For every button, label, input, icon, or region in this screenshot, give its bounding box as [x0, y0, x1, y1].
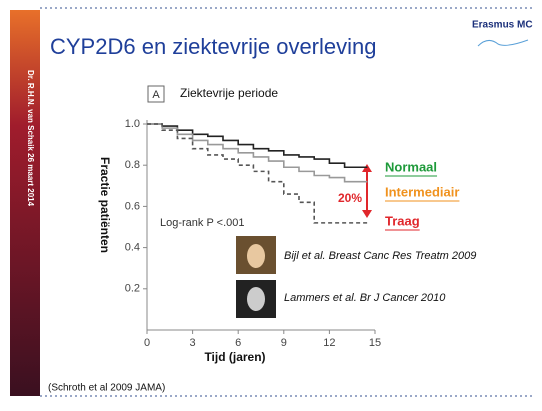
x-tick-label: 6: [235, 337, 241, 349]
x-tick-label: 0: [144, 337, 150, 349]
legend-label: Normaal: [385, 159, 437, 174]
y-tick-label: 0.2: [125, 283, 140, 295]
slide: Dr. R.H.N. van Schaik 26 maart 2014 CYP2…: [0, 0, 542, 406]
y-tick-label: 1.0: [125, 118, 140, 130]
background: [0, 0, 542, 406]
y-tick-label: 0.8: [125, 159, 140, 171]
page: Dr. R.H.N. van Schaik 26 maart 2014 CYP2…: [0, 0, 542, 411]
annotation-logrank: Log-rank P <.001: [160, 217, 245, 229]
x-tick-label: 3: [190, 337, 196, 349]
chart-title: Ziektevrije periode: [180, 86, 278, 100]
x-axis-label: Tijd (jaren): [204, 350, 265, 364]
slide-title: CYP2D6 en ziektevrije overleving: [50, 34, 377, 59]
annotation-percent: 20%: [338, 191, 362, 205]
legend-label: Intermediair: [385, 184, 459, 199]
y-axis-label: Fractie patiënten: [98, 157, 112, 253]
citation: Bijl et al. Breast Canc Res Treatm 2009: [284, 250, 476, 262]
logo: Erasmus MC: [472, 20, 533, 31]
footnote: (Schroth et al 2009 JAMA): [48, 383, 165, 394]
citation: Lammers et al. Br J Cancer 2010: [284, 292, 446, 304]
photo-face: [247, 244, 265, 268]
y-tick-label: 0.4: [125, 242, 140, 254]
y-tick-label: 0.6: [125, 200, 140, 212]
x-tick-label: 12: [323, 337, 335, 349]
x-tick-label: 15: [369, 337, 381, 349]
legend-label: Traag: [385, 213, 420, 228]
sidebar-text: Dr. R.H.N. van Schaik 26 maart 2014: [26, 70, 35, 207]
panel-label: A: [152, 89, 160, 101]
x-tick-label: 9: [281, 337, 287, 349]
photo-face: [247, 287, 265, 311]
